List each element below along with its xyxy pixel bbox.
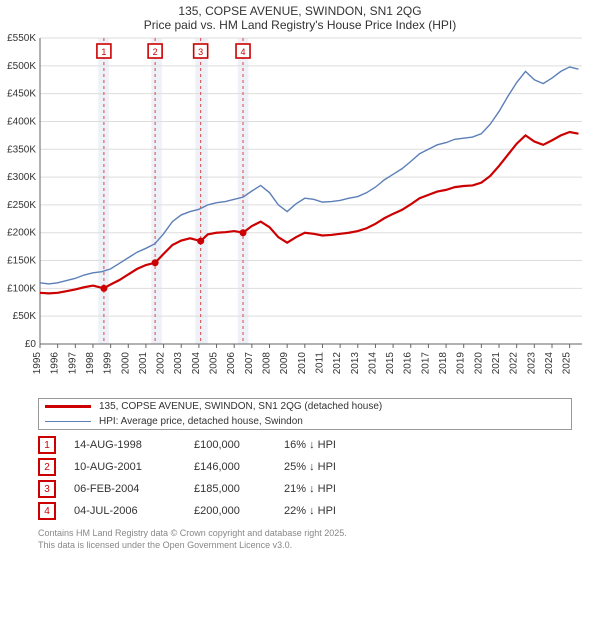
legend-row: 135, COPSE AVENUE, SWINDON, SN1 2QG (det… (39, 399, 571, 414)
svg-text:2014: 2014 (367, 352, 378, 375)
svg-text:2007: 2007 (244, 352, 255, 375)
svg-text:2019: 2019 (456, 352, 467, 375)
transaction-row: 3 06-FEB-2004£185,00021% ↓ HPI (38, 478, 572, 500)
title-line1: 135, COPSE AVENUE, SWINDON, SN1 2QG (0, 4, 600, 18)
svg-text:2025: 2025 (562, 352, 573, 375)
line-chart: £0 £50K £100K £150K £200K £250K £300K £350K £400… (0, 32, 600, 392)
svg-text:£200K: £200K (7, 228, 36, 239)
svg-text:1998: 1998 (85, 352, 96, 375)
svg-text:£50K: £50K (13, 311, 37, 322)
svg-text:2005: 2005 (209, 352, 220, 375)
transaction-price: £185,000 (194, 483, 284, 495)
svg-text:2001: 2001 (138, 352, 149, 375)
transaction-row: 2 10-AUG-2001£146,00025% ↓ HPI (38, 456, 572, 478)
legend-row: HPI: Average price, detached house, Swin… (39, 414, 571, 429)
transaction-date: 06-FEB-2004 (74, 483, 194, 495)
transaction-date: 04-JUL-2006 (74, 505, 194, 517)
svg-text:2021: 2021 (491, 352, 502, 375)
transaction-price: £100,000 (194, 439, 284, 451)
transaction-marker-number: 4 (38, 502, 56, 520)
transaction-diff: 25% ↓ HPI (284, 461, 384, 473)
svg-text:2004: 2004 (191, 352, 202, 375)
svg-text:2023: 2023 (526, 352, 537, 375)
chart-area: £0 £50K £100K £150K £200K £250K £300K £350K £400… (0, 32, 600, 392)
transaction-row: 4 04-JUL-2006£200,00022% ↓ HPI (38, 500, 572, 522)
svg-text:3: 3 (198, 47, 203, 57)
svg-text:1997: 1997 (67, 352, 78, 375)
title-block: 135, COPSE AVENUE, SWINDON, SN1 2QG Pric… (0, 0, 600, 32)
svg-text:2015: 2015 (385, 352, 396, 375)
svg-text:2009: 2009 (279, 352, 290, 375)
transaction-marker-number: 1 (38, 436, 56, 454)
legend: 135, COPSE AVENUE, SWINDON, SN1 2QG (det… (38, 398, 572, 430)
attribution-line2: This data is licensed under the Open Gov… (38, 540, 572, 552)
transaction-row: 1 14-AUG-1998£100,00016% ↓ HPI (38, 434, 572, 456)
svg-text:1999: 1999 (103, 352, 114, 375)
svg-text:£500K: £500K (7, 61, 36, 72)
transactions-table: 1 14-AUG-1998£100,00016% ↓ HPI 2 10-AUG-200… (38, 434, 572, 522)
transaction-diff: 21% ↓ HPI (284, 483, 384, 495)
transaction-price: £200,000 (194, 505, 284, 517)
legend-label: HPI: Average price, detached house, Swin… (99, 416, 303, 427)
transaction-marker-number: 2 (38, 458, 56, 476)
transaction-diff: 16% ↓ HPI (284, 439, 384, 451)
svg-text:2: 2 (153, 47, 158, 57)
svg-text:2017: 2017 (420, 352, 431, 375)
svg-text:2018: 2018 (438, 352, 449, 375)
svg-text:£300K: £300K (7, 172, 36, 183)
svg-text:2013: 2013 (350, 352, 361, 375)
svg-text:2022: 2022 (509, 352, 520, 375)
transaction-date: 10-AUG-2001 (74, 461, 194, 473)
transaction-diff: 22% ↓ HPI (284, 505, 384, 517)
svg-text:1996: 1996 (50, 352, 61, 375)
legend-label: 135, COPSE AVENUE, SWINDON, SN1 2QG (det… (99, 401, 382, 412)
title-line2: Price paid vs. HM Land Registry's House … (0, 18, 600, 32)
svg-text:2016: 2016 (403, 352, 414, 375)
svg-text:2024: 2024 (544, 352, 555, 375)
page-container: 135, COPSE AVENUE, SWINDON, SN1 2QG Pric… (0, 0, 600, 620)
svg-text:2020: 2020 (473, 352, 484, 375)
svg-text:2010: 2010 (297, 352, 308, 375)
legend-swatch (45, 405, 91, 408)
svg-text:1: 1 (101, 47, 106, 57)
svg-text:£100K: £100K (7, 283, 36, 294)
svg-text:£350K: £350K (7, 144, 36, 155)
legend-swatch (45, 421, 91, 422)
attribution-line1: Contains HM Land Registry data © Crown c… (38, 528, 572, 540)
svg-text:£450K: £450K (7, 89, 36, 100)
svg-text:£400K: £400K (7, 116, 36, 127)
svg-text:£550K: £550K (7, 33, 36, 44)
transaction-marker-number: 3 (38, 480, 56, 498)
svg-text:4: 4 (241, 47, 246, 57)
svg-text:£0: £0 (25, 339, 37, 350)
svg-text:2012: 2012 (332, 352, 343, 375)
svg-text:2003: 2003 (173, 352, 184, 375)
svg-text:2011: 2011 (314, 352, 325, 374)
svg-text:2002: 2002 (156, 352, 167, 375)
svg-text:1995: 1995 (32, 352, 43, 375)
svg-text:£250K: £250K (7, 200, 36, 211)
transaction-date: 14-AUG-1998 (74, 439, 194, 451)
svg-text:2006: 2006 (226, 352, 237, 375)
attribution: Contains HM Land Registry data © Crown c… (38, 528, 572, 551)
svg-text:£150K: £150K (7, 256, 36, 267)
transaction-price: £146,000 (194, 461, 284, 473)
svg-text:2000: 2000 (120, 352, 131, 375)
svg-text:2008: 2008 (262, 352, 273, 375)
